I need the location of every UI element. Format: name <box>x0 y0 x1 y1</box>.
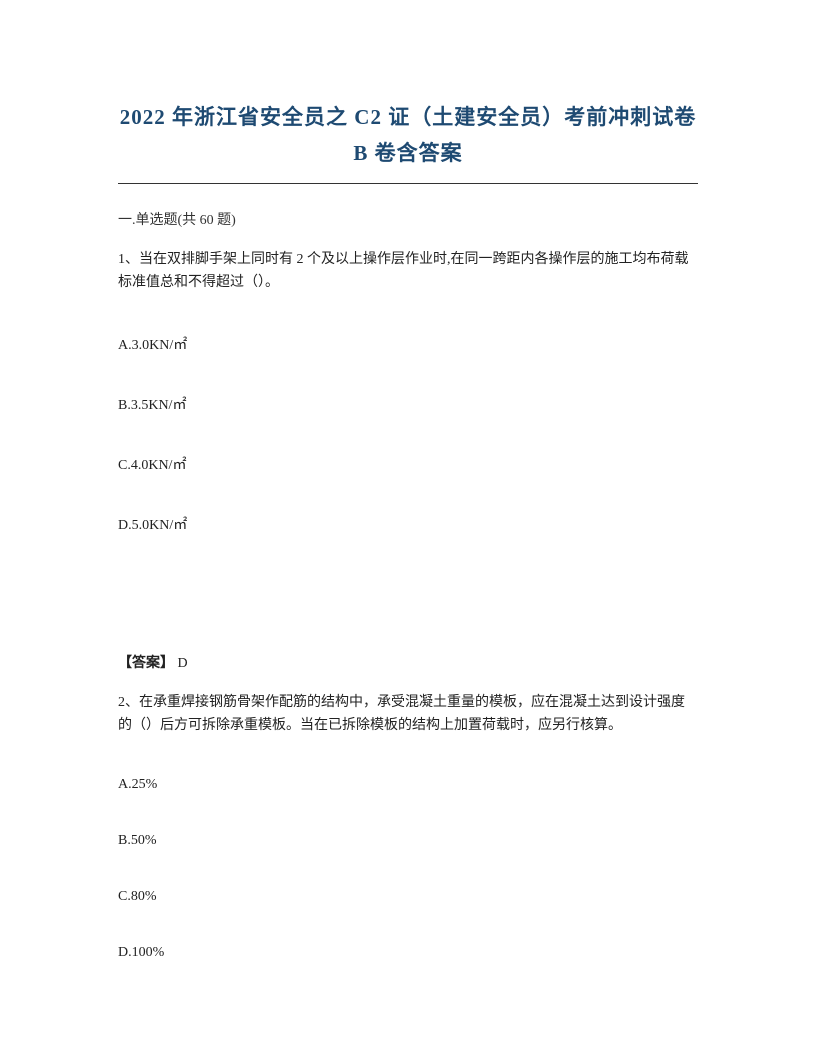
question-1-number: 1、 <box>118 252 139 267</box>
question-1-option-b: B.3.5KN/㎡ <box>118 394 698 414</box>
question-1-option-c: C.4.0KN/㎡ <box>118 454 698 474</box>
question-2-option-b: B.50% <box>118 833 698 849</box>
question-1-option-d: D.5.0KN/㎡ <box>118 514 698 534</box>
question-2-body: 在承重焊接钢筋骨架作配筋的结构中，承受混凝土重量的模板，应在混凝土达到设计强度的… <box>118 695 685 732</box>
question-1-text: 1、当在双排脚手架上同时有 2 个及以上操作层作业时,在同一跨距内各操作层的施工… <box>118 249 698 294</box>
question-1-option-a: A.3.0KN/㎡ <box>118 334 698 354</box>
document-title: 2022 年浙江省安全员之 C2 证（土建安全员）考前冲刺试卷B 卷含答案 <box>118 100 698 171</box>
question-2-option-c: C.80% <box>118 889 698 905</box>
answer-value: D <box>174 656 188 671</box>
question-2-option-a: A.25% <box>118 777 698 793</box>
question-1-body: 当在双排脚手架上同时有 2 个及以上操作层作业时,在同一跨距内各操作层的施工均布… <box>118 252 689 289</box>
question-1-answer: 【答案】 D <box>118 652 698 672</box>
question-2-number: 2、 <box>118 695 139 710</box>
question-2-option-d: D.100% <box>118 945 698 961</box>
section-header: 一.单选题(共 60 题) <box>118 209 698 229</box>
question-2-text: 2、在承重焊接钢筋骨架作配筋的结构中，承受混凝土重量的模板，应在混凝土达到设计强… <box>118 692 698 737</box>
answer-label: 【答案】 <box>118 656 174 671</box>
title-container: 2022 年浙江省安全员之 C2 证（土建安全员）考前冲刺试卷B 卷含答案 <box>118 100 698 184</box>
